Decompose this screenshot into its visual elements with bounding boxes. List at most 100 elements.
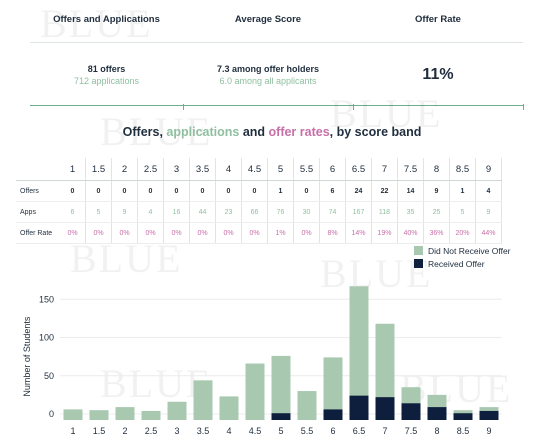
apps-cell: 6	[60, 201, 86, 223]
y-tick-label: 0	[49, 409, 54, 419]
title-part-applications: applications	[166, 125, 240, 139]
y-axis-label: Number of Students	[22, 316, 32, 397]
bar-not-offer	[375, 323, 395, 420]
summary-panel: Offers and Applications 81 offers 712 ap…	[0, 0, 544, 108]
panel-divider	[183, 42, 353, 43]
band-header-cell: 7.5	[397, 158, 424, 181]
offers-applications-panel: Offers and Applications 81 offers 712 ap…	[30, 0, 183, 104]
section-divider-tick	[183, 104, 184, 110]
bar-offer	[479, 410, 499, 420]
legend-label-not-offer: Did Not Receive Offer	[428, 245, 511, 256]
apps-cell: 25	[423, 201, 450, 223]
avg-score-offer-holders: 7.3 among offer holders	[216, 64, 320, 74]
offers-cell: 0	[293, 180, 320, 202]
x-tick-label: 2.5	[145, 426, 158, 436]
band-header-cell: 1.5	[85, 158, 112, 181]
watermark-text: BLUE	[330, 91, 443, 136]
band-header-cell: 6	[319, 158, 346, 181]
table-row-offer-rate: Offer Rate 0% 0% 0% 0% 0% 0% 0% 0% 1% 0% 8% 14% 19% 40…	[16, 222, 502, 244]
x-tick-label: 1.5	[93, 426, 106, 436]
rates-cell: 0%	[85, 222, 112, 244]
band-header-cell: 2	[111, 158, 138, 181]
band-header-cell: 7	[371, 158, 398, 181]
bar-not-offer	[349, 286, 369, 420]
offers-cell: 0	[189, 180, 216, 202]
offers-cell: 1	[267, 180, 294, 202]
offers-applications-heading: Offers and Applications	[53, 14, 160, 25]
offer-rate-value: 11%	[422, 66, 454, 83]
offers-cell: 9	[423, 180, 450, 202]
offers-cell: 0	[60, 180, 86, 202]
stacked-bar-chart: 0 50 100 150 Number of Students 1 1.5 2 2.5 3 3.5 4…	[22, 286, 502, 436]
bar-offer	[271, 413, 291, 420]
chart-legend: Did Not Receive Offer Received Offer	[414, 244, 511, 270]
x-tick-label: 1	[70, 426, 75, 436]
row-label-apps: Apps	[16, 201, 60, 223]
x-tick-label: 4.5	[249, 426, 262, 436]
avg-score-all-applicants: 6.0 among all applicants	[219, 76, 317, 86]
x-tick-label: 7.5	[405, 426, 418, 436]
offers-cell: 0	[137, 180, 164, 202]
section-divider-tick	[353, 104, 354, 110]
apps-cell: 5	[85, 201, 112, 223]
rates-cell: 0%	[111, 222, 138, 244]
x-tick-label: 8	[434, 426, 439, 436]
apps-cell: 66	[241, 201, 268, 223]
bar-not-offer	[141, 410, 161, 420]
title-part-offer-rates: offer rates	[268, 125, 330, 139]
row-label-offer-rate: Offer Rate	[16, 222, 60, 244]
band-header-cell: 2.5	[137, 158, 164, 181]
apps-cell: 4	[137, 201, 164, 223]
offers-cell: 0	[85, 180, 112, 202]
apps-cell: 5	[449, 201, 476, 223]
rates-cell: 44%	[475, 222, 502, 244]
rates-cell: 14%	[345, 222, 372, 244]
offer-rate-heading: Offer Rate	[415, 14, 461, 25]
rates-cell: 40%	[397, 222, 424, 244]
band-header-cell: 8	[423, 158, 450, 181]
rates-cell: 36%	[423, 222, 450, 244]
band-header-cell: 4	[215, 158, 242, 181]
rates-cell: 0%	[215, 222, 242, 244]
watermark-text: BLUE	[70, 236, 183, 281]
legend-label-offer: Received Offer	[428, 258, 485, 269]
apps-cell: 44	[189, 201, 216, 223]
section-divider	[30, 105, 523, 106]
bar-not-offer	[245, 363, 265, 420]
x-tick-label: 3	[174, 426, 179, 436]
y-tick-label: 50	[44, 371, 54, 381]
average-score-panel: Average Score 7.3 among offer holders 6.…	[183, 0, 353, 104]
legend-item-not-offer: Did Not Receive Offer	[414, 244, 511, 257]
apps-cell: 35	[397, 201, 424, 223]
average-score-heading: Average Score	[234, 14, 302, 25]
legend-item-offer: Received Offer	[414, 257, 511, 270]
band-header-cell: 5	[267, 158, 294, 181]
title-part-and: and	[239, 125, 269, 139]
band-header-cell: 3.5	[189, 158, 216, 181]
watermark-text: BLUE	[320, 251, 433, 296]
total-applications: 712 applications	[73, 76, 140, 86]
offers-cell: 0	[163, 180, 190, 202]
offers-cell: 0	[241, 180, 268, 202]
title-part-offers: Offers,	[122, 125, 167, 139]
bar-not-offer	[193, 380, 213, 420]
band-header-cell: 8.5	[449, 158, 476, 181]
band-header-cell: 6.5	[345, 158, 372, 181]
band-header-cell: 1	[60, 158, 86, 181]
watermark-text: BLUE	[40, 1, 153, 46]
rates-cell: 0%	[189, 222, 216, 244]
x-tick-label: 6	[330, 426, 335, 436]
rates-cell: 8%	[319, 222, 346, 244]
band-header-cell: 5.5	[293, 158, 320, 181]
panel-divider	[30, 42, 183, 43]
offers-cell: 22	[371, 180, 398, 202]
offers-cell: 1	[449, 180, 476, 202]
x-tick-label: 5.5	[301, 426, 314, 436]
offers-cell: 0	[111, 180, 138, 202]
x-tick-label: 5	[278, 426, 283, 436]
legend-swatch-not-offer	[414, 246, 423, 255]
bar-not-offer	[297, 391, 317, 420]
rates-cell: 0%	[163, 222, 190, 244]
bar-not-offer	[167, 401, 187, 420]
apps-cell: 9	[475, 201, 502, 223]
